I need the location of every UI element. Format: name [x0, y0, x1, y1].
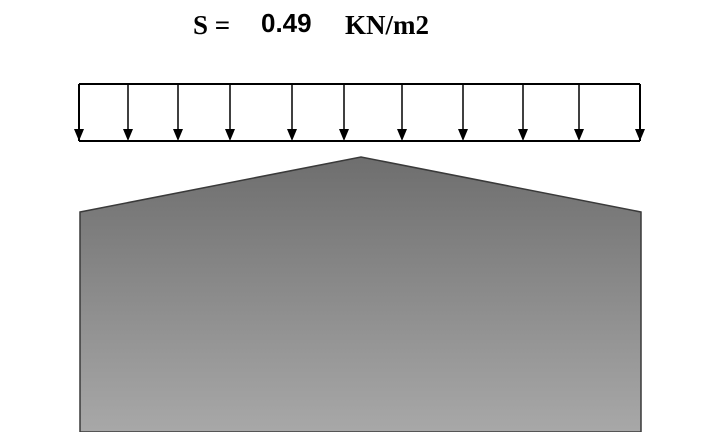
down-arrow-icon [287, 84, 297, 141]
down-arrow-icon [74, 84, 84, 141]
down-arrow-icon [225, 84, 235, 141]
building-shape [79, 156, 642, 432]
down-arrow-icon [518, 84, 528, 141]
load-unit: KN/m2 [345, 10, 429, 40]
down-arrow-icon [339, 84, 349, 141]
down-arrow-icon [123, 84, 133, 141]
load-value: 0.49 [261, 8, 312, 38]
load-arrows [74, 84, 645, 141]
down-arrow-icon [574, 84, 584, 141]
load-symbol: S = [193, 10, 230, 40]
down-arrow-icon [397, 84, 407, 141]
down-arrow-icon [173, 84, 183, 141]
down-arrow-icon [458, 84, 468, 141]
down-arrow-icon [635, 84, 645, 141]
